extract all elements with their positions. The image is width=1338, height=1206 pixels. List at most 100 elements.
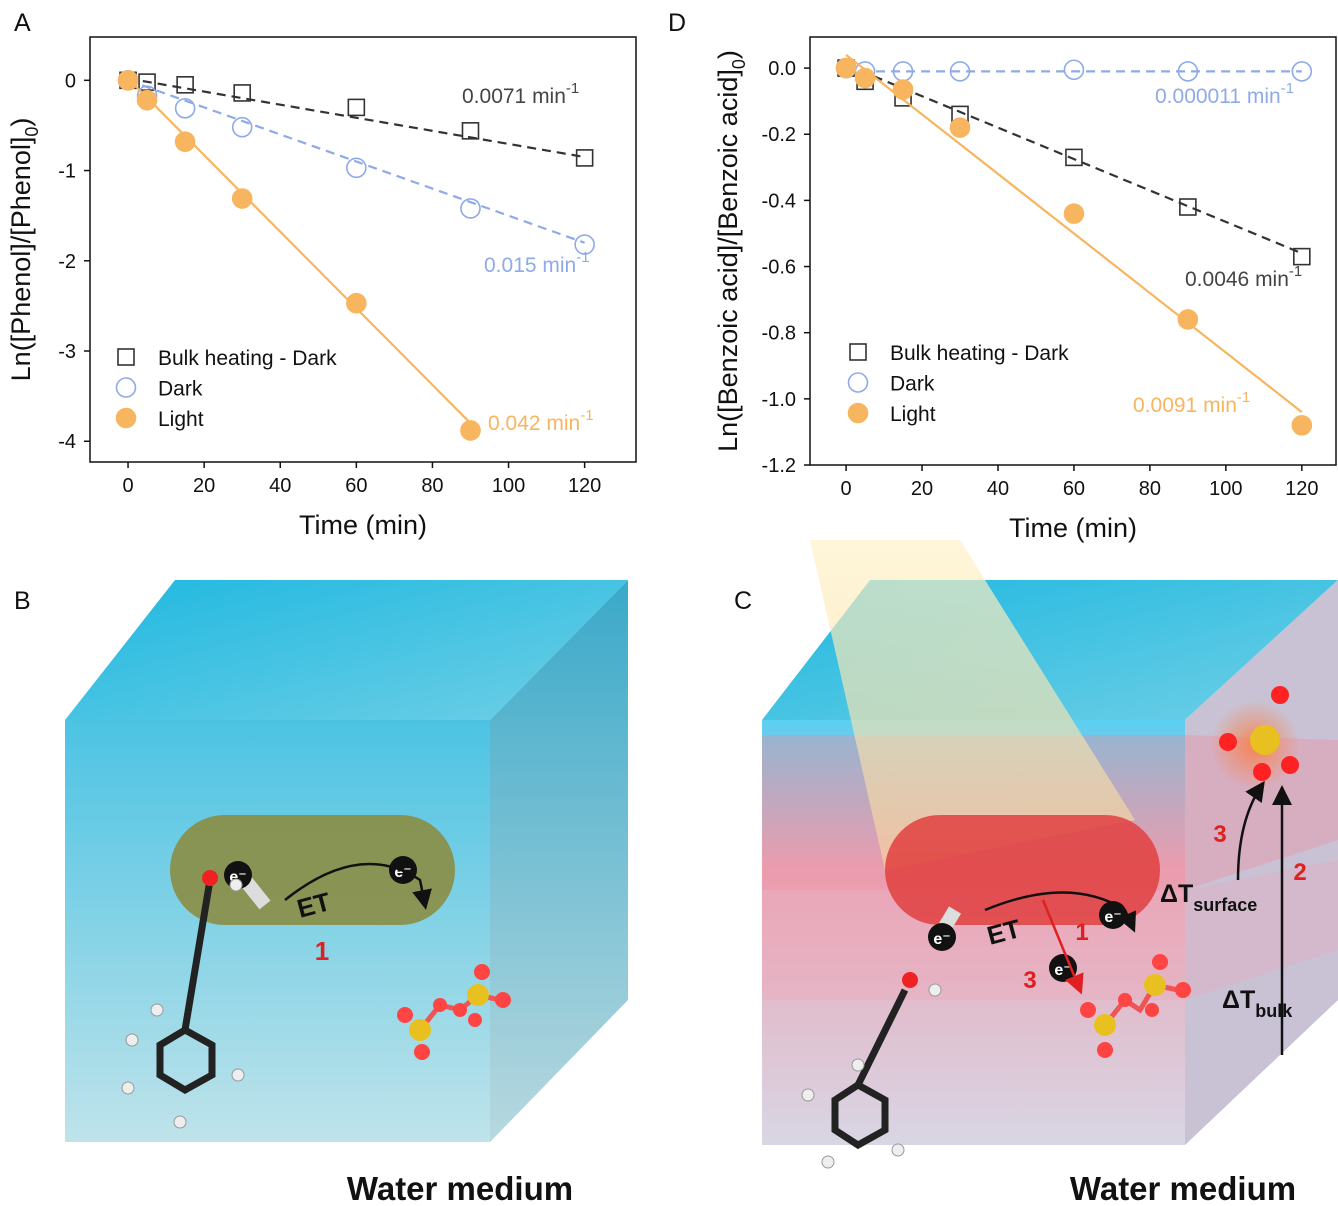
rate-sup: -1 — [1237, 389, 1250, 406]
y-axis-title: Ln([Phenol]/[Phenol]0) — [6, 118, 42, 382]
legend-label: Dark — [158, 378, 203, 401]
legend-label: Light — [158, 408, 204, 431]
subscript: surface — [1193, 895, 1257, 915]
legend-label: Bulk heating - Dark — [890, 342, 1069, 365]
y-tick-label: -1 — [58, 161, 76, 183]
rate-text: 0.0046 min — [1185, 268, 1289, 291]
electron-label: e⁻ — [933, 931, 950, 948]
rate-text: 0.0071 min — [462, 85, 566, 108]
legend-label: Light — [890, 403, 936, 426]
panel-label: B — [14, 587, 31, 615]
panel-label: C — [734, 587, 752, 615]
electron-label: e⁻ — [1104, 909, 1121, 926]
y-axis-title-sub: 0 — [22, 127, 42, 137]
x-tick-label: 100 — [492, 475, 525, 497]
rate-annotation: 0.0071 min-1 — [462, 80, 579, 108]
marker — [1292, 416, 1311, 435]
x-tick-label: 60 — [1063, 478, 1085, 500]
marker — [1180, 199, 1196, 215]
step-label: 2 — [1293, 859, 1306, 886]
legend-label: Dark — [890, 373, 935, 396]
marker — [119, 71, 138, 90]
y-axis-title-end: ) — [6, 118, 36, 127]
marker — [138, 91, 157, 110]
rate-annotation: 0.000011 min-1 — [1155, 80, 1294, 108]
y-axis-title-sub: 0 — [729, 59, 749, 69]
y-tick-label: -0.8 — [762, 323, 796, 345]
diagram-b: e⁻ e⁻ ET 1 Water medium — [65, 580, 628, 1206]
rate-text: 0.042 min — [488, 412, 580, 435]
diagram-c: e⁻ e⁻ e⁻ ET 1 3 3 2 ΔTsurface ΔTbulk Wat… — [762, 540, 1338, 1206]
delta-t: ΔT — [1222, 986, 1255, 1014]
fit-line — [128, 79, 470, 424]
marker — [177, 77, 193, 93]
x-tick-label: 120 — [1285, 478, 1318, 500]
rate-annotation: 0.015 min-1 — [484, 249, 590, 277]
y-tick-label: -0.4 — [762, 190, 796, 212]
marker — [951, 118, 970, 137]
x-axis-title: Time (min) — [299, 510, 427, 540]
marker — [1064, 60, 1083, 79]
caption: Water medium — [1070, 1170, 1296, 1206]
step-label: 1 — [1075, 919, 1088, 946]
figure: A D B C e⁻ e⁻ ET 1 Water medium e⁻ e⁻ e⁻ — [0, 0, 1338, 1206]
rate-sup: -1 — [576, 249, 589, 266]
marker — [461, 421, 480, 440]
delta-t: ΔT — [1160, 880, 1193, 908]
marker — [348, 99, 364, 115]
rate-text: 0.0091 min — [1133, 394, 1237, 417]
y-tick-label: -1.0 — [762, 389, 796, 411]
y-tick-label: -2 — [58, 251, 76, 273]
legend-label: Bulk heating - Dark — [158, 347, 337, 370]
y-tick-label: -3 — [58, 341, 76, 363]
rate-annotation: 0.0091 min-1 — [1133, 389, 1250, 417]
x-tick-label: 80 — [1139, 478, 1161, 500]
x-tick-label: 40 — [269, 475, 291, 497]
y-tick-label: -1.2 — [762, 455, 796, 477]
step-label: 3 — [1023, 967, 1036, 994]
marker — [577, 150, 593, 166]
legend-marker — [850, 344, 866, 360]
y-tick-label: -4 — [58, 431, 76, 453]
panel-label: A — [14, 9, 31, 37]
legend-marker — [118, 349, 134, 365]
y-axis-title: Ln([Benzoic acid]/[Benzoic acid]0) — [713, 50, 749, 452]
legend-marker — [849, 404, 868, 423]
y-tick-label: 0.0 — [768, 58, 796, 80]
step-label: 3 — [1213, 821, 1226, 848]
subscript: bulk — [1255, 1001, 1293, 1021]
rate-text: 0.000011 min — [1155, 85, 1281, 108]
x-tick-label: 40 — [987, 478, 1009, 500]
rate-sup: -1 — [580, 407, 593, 424]
legend-marker — [117, 378, 136, 397]
step-label: 1 — [315, 936, 329, 966]
x-tick-label: 20 — [911, 478, 933, 500]
x-tick-label: 100 — [1209, 478, 1242, 500]
rate-sup: -1 — [566, 80, 579, 97]
x-tick-label: 0 — [122, 475, 133, 497]
rate-annotation: 0.0046 min-1 — [1185, 263, 1302, 291]
rate-annotation: 0.042 min-1 — [488, 407, 594, 435]
panel-label: D — [668, 9, 686, 37]
marker — [856, 69, 875, 88]
rate-text: 0.015 min — [484, 254, 576, 277]
legend-marker — [849, 373, 868, 392]
oxygen — [202, 870, 218, 886]
x-tick-label: 60 — [345, 475, 367, 497]
marker — [1064, 204, 1083, 223]
marker — [894, 80, 913, 99]
y-tick-label: -0.2 — [762, 124, 796, 146]
marker — [347, 294, 366, 313]
marker — [233, 189, 252, 208]
rate-sup: -1 — [1281, 80, 1294, 97]
x-axis-title: Time (min) — [1009, 513, 1137, 543]
y-axis-title-end: ) — [713, 50, 743, 59]
caption: Water medium — [347, 1170, 573, 1206]
marker — [837, 59, 856, 78]
legend-marker — [117, 409, 136, 428]
rate-sup: -1 — [1289, 263, 1302, 280]
x-tick-label: 120 — [568, 475, 601, 497]
marker — [1178, 310, 1197, 329]
y-axis-title-text: Ln([Benzoic acid]/[Benzoic acid] — [713, 69, 743, 452]
cube-front — [65, 720, 490, 1142]
